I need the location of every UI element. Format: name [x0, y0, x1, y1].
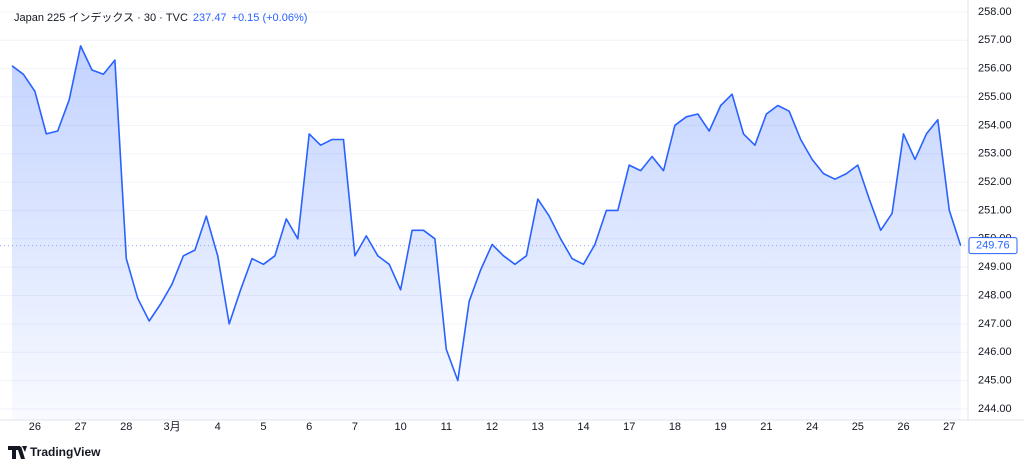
y-tick-label: 249.00 — [978, 261, 1012, 273]
y-tick-label: 246.00 — [978, 346, 1012, 358]
x-tick-label: 3月 — [163, 421, 180, 433]
x-tick-label: 6 — [306, 421, 312, 433]
y-tick-label: 248.00 — [978, 289, 1012, 301]
line — [11, 45, 962, 382]
x-tick-label: 27 — [943, 421, 955, 433]
x-tick-label: 14 — [577, 421, 589, 433]
y-tick-label: 251.00 — [978, 204, 1012, 216]
y-tick-label: 253.00 — [978, 148, 1012, 160]
last-price-box — [968, 237, 1018, 255]
x-tick-label: 12 — [486, 421, 498, 433]
x-tick-label: 26 — [29, 421, 41, 433]
x-tick-label: 17 — [623, 421, 635, 433]
y-tick-label: 245.00 — [978, 374, 1012, 386]
chart-title: Japan 225 インデックス · 30 · TVC — [14, 12, 188, 24]
y-tick-label: 252.00 — [978, 176, 1012, 188]
x-tick-label: 19 — [715, 421, 727, 433]
y-tick-label: 256.00 — [978, 63, 1012, 75]
y-tick-label: 255.00 — [978, 91, 1012, 103]
x-tick-label: 28 — [120, 421, 132, 433]
x-tick-label: 13 — [532, 421, 544, 433]
last-price-label: 249.76 — [976, 239, 1010, 251]
logo — [8, 446, 27, 459]
x-tick-label: 26 — [897, 421, 909, 433]
area — [12, 45, 961, 421]
x-tick-label: 11 — [441, 421, 452, 433]
brand: TradingView — [30, 445, 101, 459]
x-tick-label: 7 — [352, 421, 358, 433]
chart-header: Japan 225 インデックス · 30 · TVC 237.47 +0.15 (… — [14, 9, 307, 25]
y-tick-label: 244.00 — [978, 403, 1012, 415]
x-tick-label: 25 — [852, 421, 864, 433]
change: +0.15 (+0.06%) — [231, 12, 308, 24]
x-tick-label: 10 — [394, 421, 406, 433]
y-tick-label: 254.00 — [978, 119, 1012, 131]
y-tick-label: 257.00 — [978, 34, 1012, 46]
x-tick-label: 4 — [215, 421, 221, 433]
x-tick-label: 27 — [74, 421, 86, 433]
plot — [0, 11, 968, 421]
x-tick-label: 18 — [669, 421, 681, 433]
x-tick-label: 24 — [806, 421, 818, 433]
y-tick-label: 258.00 — [978, 6, 1012, 18]
x-tick-label: 21 — [760, 421, 772, 433]
y-tick-label: 247.00 — [978, 318, 1012, 330]
x-tick-label: 5 — [260, 421, 266, 433]
price: 237.47 — [192, 12, 227, 24]
